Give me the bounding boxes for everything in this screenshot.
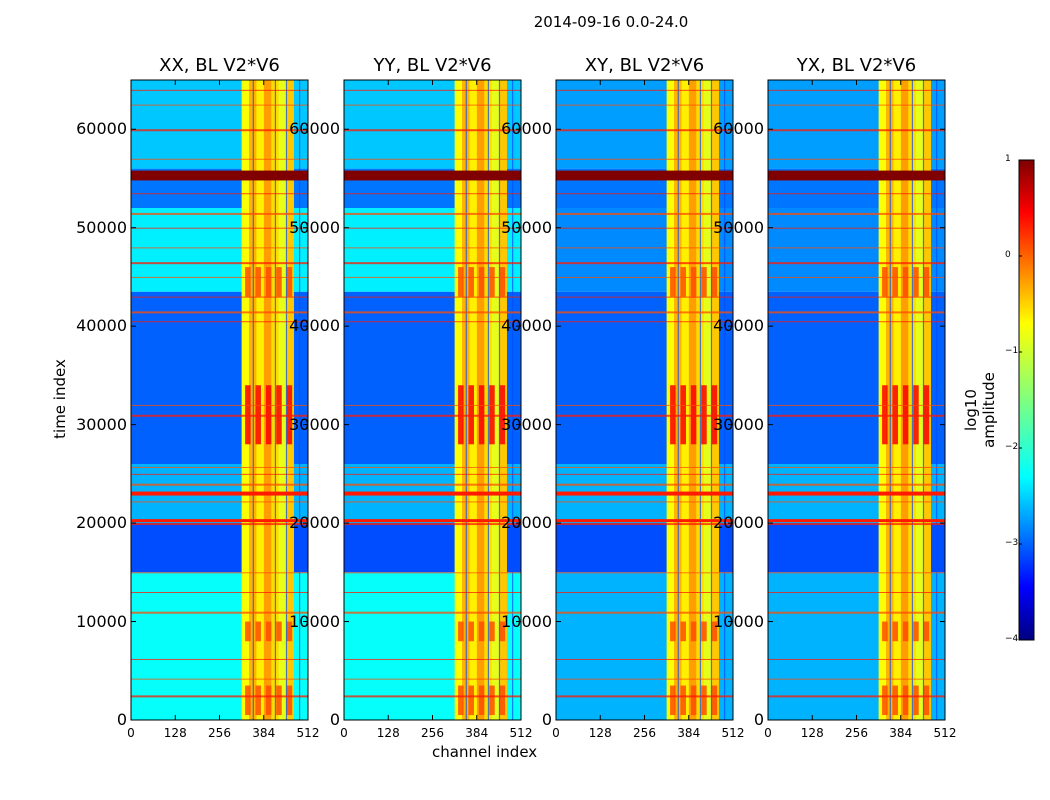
x-tick-label: 512 [296, 726, 320, 740]
y-tick-label: 60000 [76, 119, 127, 139]
y-tick-label: 40000 [76, 316, 127, 336]
colorbar-tick-label: 1 [1005, 154, 1011, 164]
heatmap-panel-0 [131, 80, 308, 720]
x-tick-label: 256 [421, 726, 444, 740]
y-tick-label: 50000 [501, 217, 552, 237]
x-tick-label: 0 [340, 726, 348, 740]
heatmap-panel-1 [344, 80, 521, 720]
colorbar-tick-label: 0 [1005, 250, 1011, 260]
heatmap-panel-3 [768, 80, 945, 720]
y-tick-label: 50000 [289, 217, 340, 237]
x-tick-label: 512 [933, 726, 957, 740]
x-tick-label: 128 [163, 726, 187, 740]
y-tick-label: 60000 [713, 119, 764, 139]
y-tick-label: 30000 [713, 414, 764, 434]
panel-title: XY, BL V2*V6 [584, 55, 705, 76]
x-tick-label: 0 [764, 726, 772, 740]
y-tick-label: 20000 [713, 513, 764, 533]
colorbar [1018, 159, 1035, 641]
y-tick-label: 0 [116, 710, 127, 729]
y-tick-label: 30000 [76, 414, 127, 434]
y-tick-label: 20000 [501, 513, 552, 533]
x-tick-label: 128 [376, 726, 400, 740]
colorbar-label: log10 amplitude [962, 372, 998, 448]
colorbar-tick-label: −2 [1005, 442, 1019, 452]
x-tick-label: 128 [588, 726, 612, 740]
y-tick-label: 10000 [76, 611, 127, 631]
y-tick-label: 0 [541, 710, 552, 729]
y-tick-label: 50000 [713, 217, 764, 237]
y-tick-label: 10000 [289, 611, 340, 631]
colorbar-tick-label: −1 [1005, 346, 1019, 356]
x-tick-label: 512 [721, 726, 745, 740]
y-tick-label: 30000 [501, 414, 552, 434]
x-tick-label: 384 [252, 726, 276, 740]
y-tick-label: 60000 [289, 119, 340, 139]
y-tick-label: 30000 [289, 414, 340, 434]
figure-suptitle: 2014-09-16 0.0-24.0 [533, 13, 689, 31]
x-tick-label: 128 [800, 726, 824, 740]
y-axis-label: time index [51, 359, 69, 439]
panel-title: YX, BL V2*V6 [796, 55, 917, 76]
panel-title: YY, BL V2*V6 [373, 55, 492, 76]
x-tick-label: 256 [633, 726, 656, 740]
x-tick-label: 0 [127, 726, 135, 740]
y-tick-label: 20000 [289, 513, 340, 533]
y-tick-label: 60000 [501, 119, 552, 139]
y-tick-label: 40000 [713, 316, 764, 336]
x-tick-label: 384 [889, 726, 913, 740]
y-tick-label: 40000 [289, 316, 340, 336]
heatmap-panel-2 [556, 80, 733, 720]
y-tick-label: 0 [329, 710, 340, 729]
y-tick-label: 50000 [76, 217, 127, 237]
y-tick-label: 10000 [501, 611, 552, 631]
y-tick-label: 10000 [713, 611, 764, 631]
panel-title: XX, BL V2*V6 [159, 55, 280, 76]
y-tick-label: 40000 [501, 316, 552, 336]
colorbar-tick-label: −3 [1005, 538, 1019, 548]
y-tick-label: 0 [753, 710, 764, 729]
x-tick-label: 512 [509, 726, 533, 740]
colorbar-tick-label: −4 [1005, 634, 1019, 644]
x-axis-label: channel index [432, 743, 538, 761]
x-tick-label: 256 [845, 726, 868, 740]
x-tick-label: 384 [465, 726, 489, 740]
x-tick-label: 384 [677, 726, 701, 740]
x-tick-label: 256 [208, 726, 231, 740]
x-tick-label: 0 [552, 726, 560, 740]
y-tick-label: 20000 [76, 513, 127, 533]
